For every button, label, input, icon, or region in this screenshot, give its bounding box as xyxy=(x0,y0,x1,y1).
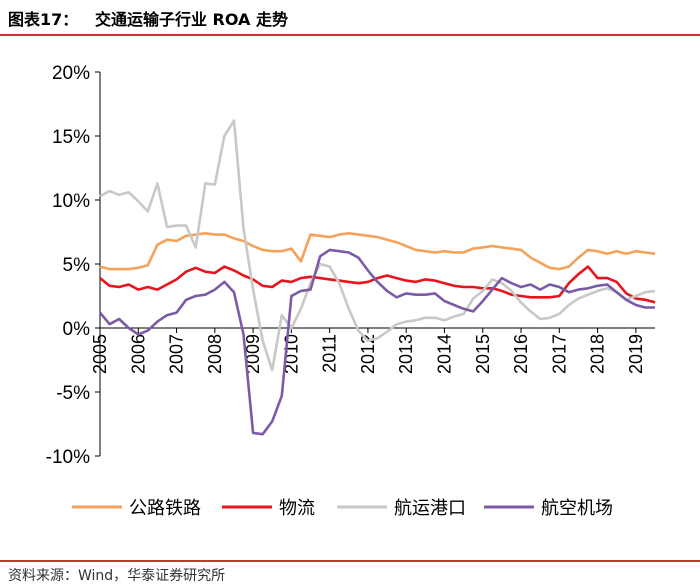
y-tick-label: 10% xyxy=(52,191,90,212)
x-tick-label: 2005 xyxy=(90,334,110,374)
series-line-4 xyxy=(98,248,655,436)
legend: 公路铁路 物流 航运港口 航空机场 xyxy=(72,498,613,519)
x-tick-label: 2012 xyxy=(358,334,378,374)
x-tick-label: 2007 xyxy=(167,334,187,374)
y-tick-label: 20% xyxy=(52,63,90,84)
bottom-rule xyxy=(0,560,700,562)
series-line-1 xyxy=(99,232,656,271)
legend-label-4: 航空机场 xyxy=(541,498,613,519)
source-note: 资料来源：Wind，华泰证券研究所 xyxy=(8,568,226,584)
series-lines xyxy=(98,119,656,436)
y-tick-label: 15% xyxy=(52,127,90,148)
x-tick-label: 2019 xyxy=(626,334,646,374)
roa-line-chart: -10% -5% 0% 5% 10% 15% 20% 2005 2006 2007 2008 200… xyxy=(46,63,656,519)
x-tick-label: 2008 xyxy=(205,334,225,374)
top-rule xyxy=(0,34,700,36)
y-tick-label: 0% xyxy=(63,319,91,340)
x-tick-label: 2018 xyxy=(588,334,608,374)
series-line-2 xyxy=(99,265,656,304)
x-axis: 2005 2006 2007 2008 2009 2010 2011 2012 2013 2014… xyxy=(90,327,655,374)
legend-label-2: 物流 xyxy=(279,498,315,519)
x-tick-label: 2014 xyxy=(434,334,454,374)
x-tick-label: 2013 xyxy=(396,334,416,374)
x-tick-label: 2011 xyxy=(320,334,340,373)
chart-title: 图表17： 交通运输子行业 ROA 走势 xyxy=(8,10,288,29)
y-tick-label: -5% xyxy=(56,383,90,404)
legend-label-3: 航运港口 xyxy=(394,498,466,519)
y-tick-label: -10% xyxy=(46,447,90,468)
x-tick-label: 2017 xyxy=(549,334,569,374)
x-tick-label: 2015 xyxy=(473,334,493,374)
x-tick-label: 2006 xyxy=(128,334,148,374)
series-line-3 xyxy=(99,119,656,372)
legend-label-1: 公路铁路 xyxy=(129,498,201,519)
x-tick-label: 2009 xyxy=(243,334,263,374)
y-tick-label: 5% xyxy=(63,255,91,276)
x-tick-label: 2016 xyxy=(511,334,531,374)
y-axis: -10% -5% 0% 5% 10% 15% 20% xyxy=(46,63,101,468)
